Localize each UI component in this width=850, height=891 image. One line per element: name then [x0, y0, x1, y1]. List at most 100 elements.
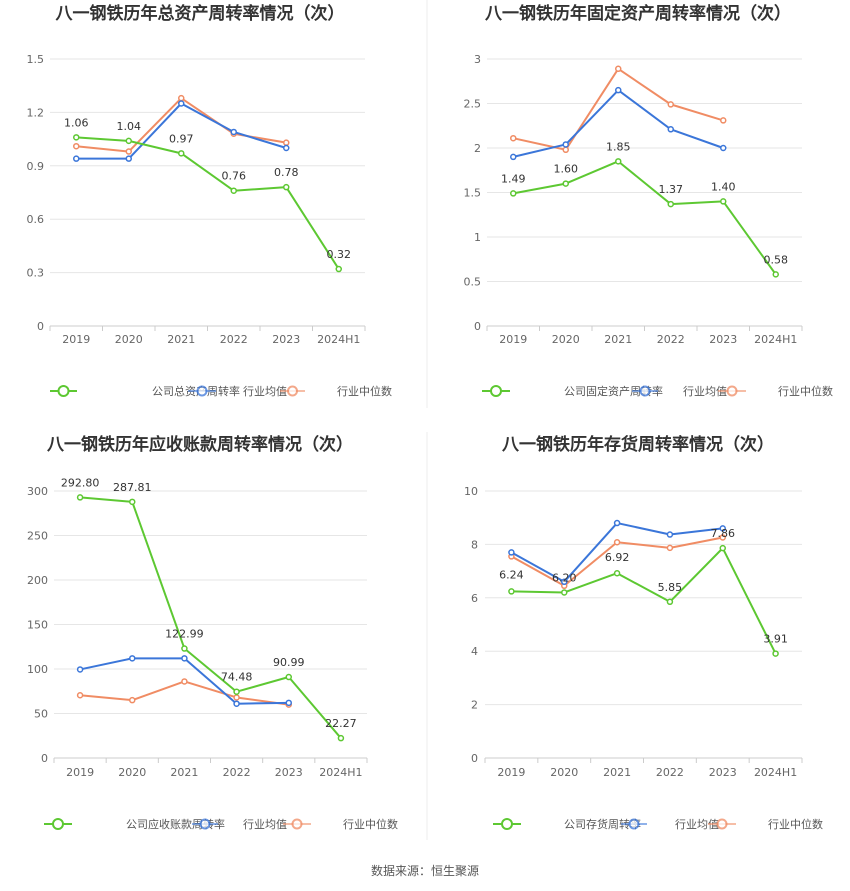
data-label: 0.76 [222, 170, 247, 183]
y-tick-label: 100 [27, 663, 48, 676]
data-label: 1.06 [64, 116, 89, 129]
data-point [667, 101, 674, 108]
data-point [233, 700, 240, 707]
data-point [233, 694, 240, 701]
data-label: 1.85 [606, 140, 631, 153]
legend-marker [716, 818, 728, 830]
data-source: 数据来源：恒生聚源 [371, 863, 479, 878]
data-point [510, 153, 517, 161]
data-label: 7.86 [711, 527, 736, 540]
data-point [178, 94, 185, 102]
x-tick-label: 2023 [709, 766, 737, 779]
y-tick-label: 0 [471, 752, 478, 765]
data-point [562, 180, 569, 187]
data-point [285, 673, 292, 681]
x-tick-label: 2020 [552, 333, 580, 346]
data-label: 74.48 [221, 671, 253, 684]
legend-marker [52, 818, 64, 830]
y-tick-label: 200 [27, 574, 48, 587]
data-point [285, 699, 292, 707]
legend-label: 行业均值 [243, 818, 287, 831]
y-tick-label: 0 [41, 752, 48, 765]
series-line-company [513, 160, 777, 275]
x-tick-label: 2024H1 [319, 766, 362, 779]
x-tick-label: 2023 [275, 766, 303, 779]
chart-title: 八一钢铁历年固定资产周转率情况（次） [485, 3, 791, 24]
legend-label: 行业均值 [243, 385, 287, 398]
x-tick-label: 2022 [656, 766, 684, 779]
data-label: 1.40 [711, 180, 736, 193]
data-point [615, 158, 622, 165]
chart-panel-4: 八一钢铁历年存货周转率情况（次） 0 2 4 6 8 10 2019 2020 2021 2022 2… [464, 434, 823, 831]
legend-label: 行业中位数 [778, 384, 833, 398]
data-point [720, 198, 727, 205]
data-point [719, 544, 726, 552]
data-point [181, 678, 188, 685]
data-point [772, 271, 779, 278]
data-point [283, 183, 290, 191]
y-tick-label: 1.2 [27, 106, 45, 119]
data-point [508, 588, 515, 595]
x-tick-label: 2023 [272, 333, 300, 346]
data-point [129, 696, 136, 704]
data-point [335, 265, 342, 273]
x-tick-label: 2023 [709, 333, 737, 346]
y-tick-label: 250 [27, 530, 48, 543]
y-tick-label: 300 [27, 485, 48, 498]
data-point [667, 200, 674, 208]
x-tick-label: 2021 [604, 333, 632, 346]
data-label: 22.27 [325, 717, 357, 730]
data-point [562, 141, 569, 148]
data-point [230, 187, 237, 194]
legend-label: 行业均值 [683, 385, 727, 398]
data-label: 1.60 [554, 163, 579, 176]
data-label: 6.20 [552, 571, 577, 584]
data-point [720, 144, 727, 152]
data-point [720, 117, 727, 124]
series-line-company [511, 547, 777, 655]
data-label: 1.49 [501, 172, 526, 185]
y-tick-label: 2 [471, 699, 478, 712]
legend-marker [291, 818, 303, 830]
data-point [613, 519, 621, 527]
series-line-company [79, 496, 342, 739]
y-tick-label: 2.5 [464, 98, 482, 111]
x-tick-label: 2019 [66, 766, 94, 779]
y-tick-label: 0 [37, 320, 44, 333]
x-tick-label: 2024H1 [754, 333, 797, 346]
y-tick-label: 0 [474, 320, 481, 333]
x-tick-label: 2019 [62, 333, 90, 346]
y-tick-label: 1 [474, 231, 481, 244]
data-label: 6.24 [499, 568, 524, 581]
x-tick-label: 2024H1 [754, 766, 797, 779]
y-tick-label: 0.6 [27, 213, 45, 226]
legend-marker [196, 385, 208, 397]
chart-panel-3: 八一钢铁历年应收账款周转率情况（次） 0 50 100 150 200 250 300 2019… [27, 434, 398, 831]
data-point [508, 549, 515, 556]
data-label: 3.91 [763, 633, 788, 646]
y-tick-label: 2 [474, 142, 481, 155]
y-tick-label: 10 [464, 485, 478, 498]
data-point [73, 134, 80, 141]
legend-marker [57, 385, 70, 397]
x-tick-label: 2022 [220, 333, 248, 346]
data-label: 292.80 [61, 476, 100, 489]
y-tick-label: 0.5 [464, 276, 482, 289]
data-point [125, 155, 132, 162]
data-point [178, 100, 185, 107]
x-tick-label: 2020 [550, 766, 578, 779]
data-point [719, 534, 726, 541]
data-label: 90.99 [273, 656, 305, 669]
data-point [666, 598, 674, 606]
legend-marker [628, 818, 640, 830]
data-point [76, 692, 84, 699]
y-tick-label: 150 [27, 619, 48, 632]
data-point [510, 190, 517, 197]
chart-title: 八一钢铁历年总资产周转率情况（次） [56, 3, 345, 24]
data-label: 1.37 [659, 183, 684, 196]
data-point [181, 655, 188, 662]
y-tick-label: 3 [474, 53, 481, 66]
data-point [181, 645, 188, 652]
